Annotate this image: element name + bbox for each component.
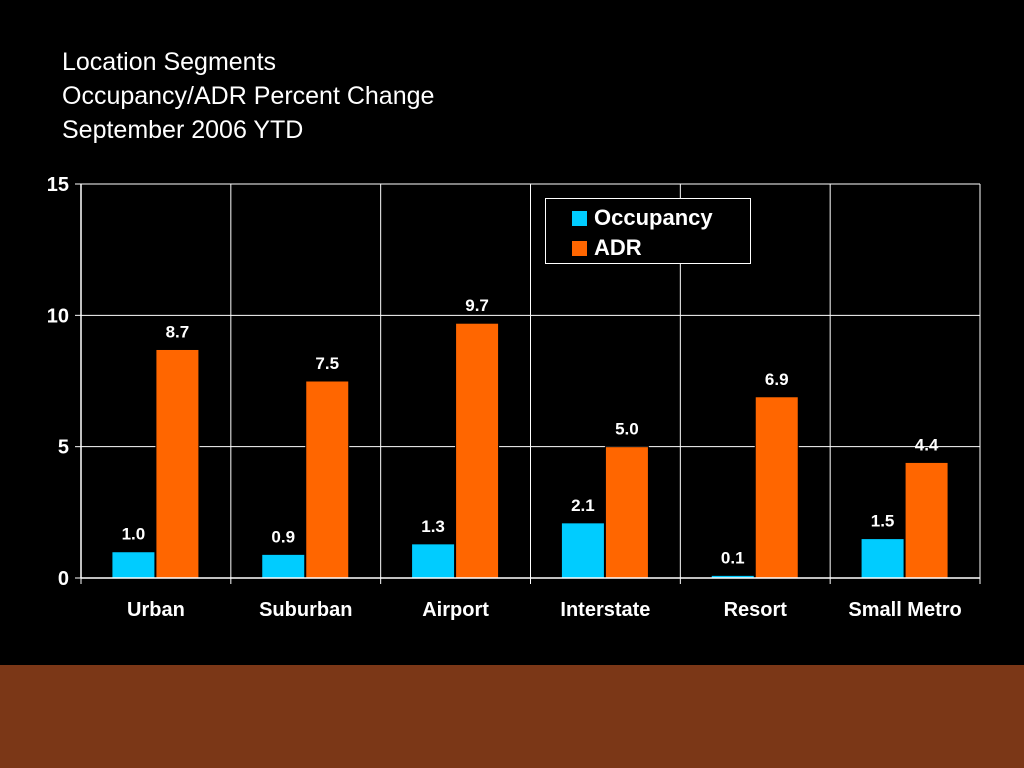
footer-band <box>0 665 1024 768</box>
data-label-occupancy: 2.1 <box>571 496 595 515</box>
y-tick-label: 5 <box>58 437 69 459</box>
data-label-adr: 6.9 <box>765 370 789 389</box>
category-label: Urban <box>127 599 185 621</box>
data-label-occupancy: 0.9 <box>271 527 295 546</box>
legend-label-occupancy: Occupancy <box>594 205 713 230</box>
data-label-adr: 4.4 <box>915 435 939 454</box>
chart-legend: Occupancy ADR <box>545 198 751 264</box>
legend-item-adr: ADR <box>546 233 750 263</box>
data-label-occupancy: 1.0 <box>122 525 146 544</box>
data-label-adr: 5.0 <box>615 420 639 439</box>
data-label-adr: 8.7 <box>166 322 190 341</box>
bar-occupancy <box>261 553 306 579</box>
category-label: Resort <box>724 599 788 621</box>
bar-adr <box>754 396 799 579</box>
category-label: Suburban <box>259 599 352 621</box>
title-line-3: September 2006 YTD <box>62 116 304 144</box>
title-line-1: Location Segments <box>62 48 277 76</box>
bar-adr <box>604 446 649 579</box>
legend-swatch-occupancy <box>571 209 588 227</box>
bar-occupancy <box>411 543 456 579</box>
bar-adr <box>455 322 500 579</box>
data-label-adr: 9.7 <box>465 296 489 315</box>
legend-item-occupancy: Occupancy <box>546 203 750 233</box>
legend-label-adr: ADR <box>594 235 642 260</box>
bar-chart: 0 5 10 15 1.0 8.7 Urban 0.9 7.5 Suburban 1.3 9.7 Air… <box>47 174 981 621</box>
bar-adr <box>904 461 949 579</box>
bar-adr <box>305 380 350 579</box>
y-tick-label: 0 <box>58 568 69 590</box>
bar-adr <box>155 348 200 579</box>
bar-occupancy <box>111 551 156 579</box>
data-label-occupancy: 0.1 <box>721 548 745 567</box>
data-label-occupancy: 1.5 <box>871 512 895 531</box>
bar-occupancy <box>860 538 905 579</box>
title-line-2: Occupancy/ADR Percent Change <box>62 82 435 110</box>
category-label: Small Metro <box>848 599 961 621</box>
slide-title: Location Segments Occupancy/ADR Percent … <box>62 45 434 147</box>
category-label: Airport <box>422 599 489 621</box>
bar-occupancy <box>560 522 605 579</box>
legend-swatch-adr <box>571 239 588 257</box>
y-tick-label: 15 <box>47 174 69 196</box>
y-tick-label: 10 <box>47 305 69 327</box>
data-label-occupancy: 1.3 <box>421 517 445 536</box>
category-label: Interstate <box>560 599 650 621</box>
data-label-adr: 7.5 <box>315 354 339 373</box>
